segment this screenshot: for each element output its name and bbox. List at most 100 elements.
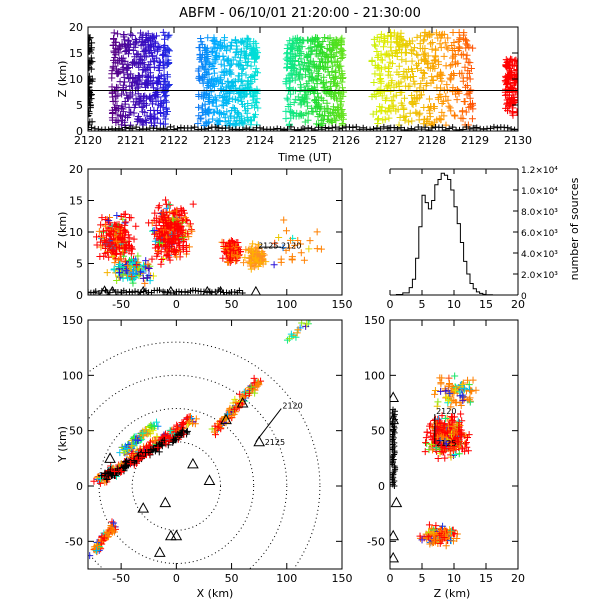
source-mark [295, 51, 303, 59]
source-mark [459, 391, 467, 399]
source-mark [121, 221, 129, 229]
source-mark [112, 243, 120, 251]
source-mark [173, 227, 181, 235]
source-mark [129, 279, 137, 287]
source-mark [451, 112, 459, 120]
source-mark [119, 60, 127, 68]
x-tick-label: 15 [479, 572, 493, 585]
source-mark [134, 71, 142, 79]
source-mark [323, 116, 331, 124]
x-tick-label: 150 [332, 298, 353, 311]
source-mark [425, 30, 433, 38]
source-mark [423, 80, 431, 88]
source-mark [221, 67, 229, 75]
source-mark [510, 62, 518, 70]
source-mark [311, 104, 319, 112]
source-mark [160, 58, 168, 66]
source-mark [121, 244, 129, 252]
source-mark [236, 57, 244, 65]
source-mark [131, 101, 139, 109]
source-mark [504, 124, 511, 131]
source-mark [290, 99, 298, 107]
source-mark [175, 288, 182, 295]
source-mark [438, 100, 446, 108]
source-mark [466, 75, 474, 83]
source-mark [138, 103, 146, 111]
source-mark [400, 94, 408, 102]
source-mark [337, 44, 345, 52]
source-mark [299, 94, 307, 102]
source-mark [96, 253, 104, 261]
source-mark [132, 288, 139, 295]
source-mark [105, 126, 112, 131]
source-mark [451, 451, 459, 459]
source-mark [147, 69, 155, 77]
source-mark [463, 82, 471, 90]
source-mark [375, 38, 383, 46]
source-mark [241, 107, 249, 115]
source-mark [160, 78, 168, 86]
source-mark [515, 126, 518, 131]
source-mark [293, 34, 301, 42]
source-mark [128, 82, 136, 90]
histogram-line [390, 172, 518, 296]
source-mark [436, 40, 444, 48]
source-mark [139, 274, 147, 282]
source-mark [133, 81, 141, 89]
source-mark [459, 445, 467, 453]
source-mark [321, 33, 329, 41]
source-mark [224, 82, 232, 90]
source-mark [184, 289, 191, 295]
source-mark [395, 62, 403, 70]
source-mark [308, 47, 316, 55]
source-mark [90, 543, 98, 551]
source-mark [253, 44, 261, 52]
source-mark [104, 533, 112, 541]
source-mark [98, 472, 106, 480]
source-mark [183, 414, 191, 422]
source-mark [123, 444, 131, 452]
source-mark [450, 44, 458, 52]
source-mark [404, 65, 412, 73]
source-mark [437, 115, 445, 123]
station-marker [215, 285, 226, 295]
source-mark [274, 125, 281, 131]
source-mark [209, 115, 217, 123]
source-mark [446, 74, 454, 82]
source-mark [238, 100, 246, 108]
source-mark [151, 92, 159, 100]
source-mark [435, 417, 443, 425]
source-mark [243, 125, 250, 131]
source-mark [247, 121, 255, 129]
source-mark [450, 413, 458, 421]
source-mark [146, 438, 154, 446]
source-mark [389, 102, 397, 110]
source-mark [127, 70, 135, 78]
source-mark [88, 34, 93, 42]
source-mark [121, 98, 129, 106]
source-mark [338, 105, 346, 113]
source-mark [125, 103, 133, 111]
source-mark [318, 126, 325, 131]
source-mark [434, 454, 442, 462]
x-tick-label: 2123 [203, 134, 231, 147]
source-mark [300, 256, 308, 264]
source-mark [167, 219, 175, 227]
source-mark [373, 34, 381, 42]
source-mark [195, 44, 203, 52]
source-mark [226, 69, 234, 77]
source-mark [339, 115, 347, 123]
source-mark [311, 36, 319, 44]
source-mark [446, 125, 453, 131]
source-mark [331, 52, 339, 60]
source-mark [88, 54, 95, 62]
source-mark [329, 62, 337, 70]
source-mark [459, 126, 466, 131]
x-tick-label: 2127 [375, 134, 403, 147]
source-mark [119, 105, 127, 113]
source-mark [356, 126, 363, 131]
source-mark [284, 126, 291, 131]
source-mark [177, 207, 185, 215]
source-mark [505, 95, 513, 103]
time_height-plot-area [88, 28, 518, 131]
